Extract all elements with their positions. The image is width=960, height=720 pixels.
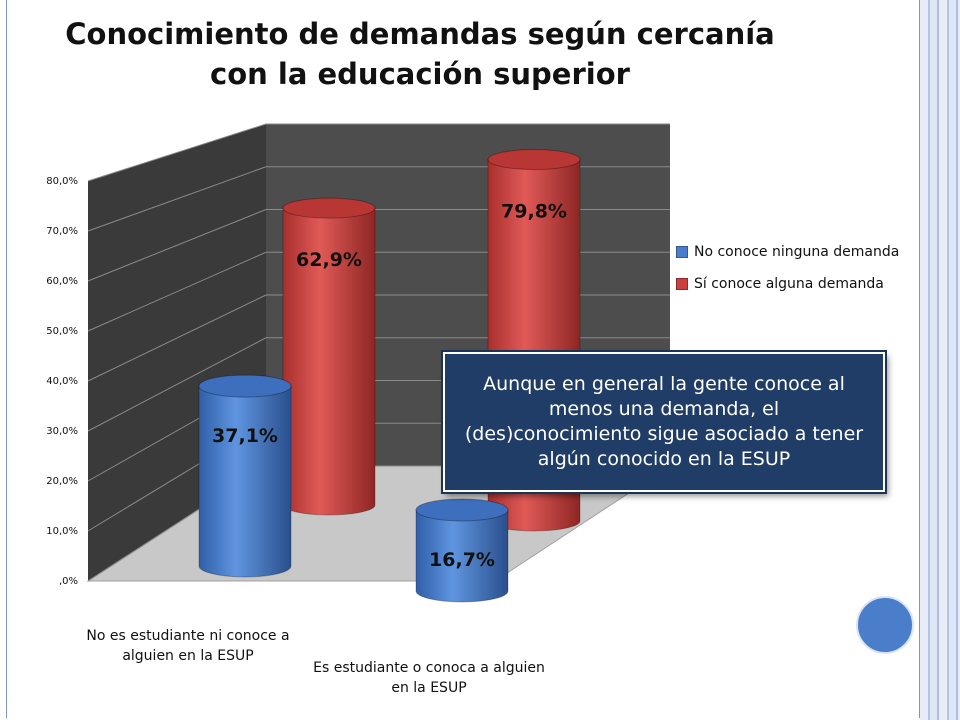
gridline-side (87, 123, 267, 182)
bar-si-conoce-1 (282, 197, 376, 516)
bar-body (198, 385, 292, 578)
value-label: 16,7% (429, 549, 495, 571)
x-category-label-2: Es estudiante o conoca a alguien en la E… (313, 660, 545, 696)
gridline-side (87, 251, 267, 332)
bar-top (415, 498, 509, 522)
y-tick-label: 80,0% (46, 176, 78, 187)
decorative-stripes (920, 0, 960, 720)
value-label: 62,9% (296, 249, 362, 271)
decorative-circle (856, 596, 914, 654)
y-tick-label: 40,0% (46, 376, 78, 387)
bar-top (487, 149, 581, 171)
bar-top (198, 374, 292, 398)
value-labels: 62,9% 79,8% 37,1% 16,7% (212, 201, 567, 571)
annotation-text: Aunque en general la gente conoce al men… (464, 373, 864, 470)
y-tick-label: 50,0% (46, 326, 78, 337)
y-tick-label: 20,0% (46, 476, 78, 487)
legend-label: Sí conoce alguna demanda (694, 276, 884, 292)
gridline-side (87, 337, 267, 432)
bar-no-conoce-1 (198, 374, 292, 578)
legend-swatch-red (676, 278, 688, 290)
y-axis-ticks: ,0% 10,0% 20,0% 30,0% 40,0% 50,0% 60,0% 70,0% 80… (46, 176, 78, 587)
x-category-label-1: No es estudiante ni conoce a alguien en … (86, 628, 290, 664)
chart-title: Conocimiento de demandas según cercanía … (65, 17, 775, 91)
value-label: 79,8% (501, 201, 567, 223)
y-tick-label: 60,0% (46, 276, 78, 287)
y-tick-label: 10,0% (46, 526, 78, 537)
bar-top (282, 197, 376, 219)
gridline-side (87, 209, 267, 282)
legend-label: No conoce ninguna demanda (694, 244, 900, 260)
bar-body (415, 509, 509, 603)
bar-no-conoce-2 (415, 498, 509, 603)
gridline-side (87, 294, 267, 382)
legend-item-no-conoce: No conoce ninguna demanda (676, 236, 899, 268)
annotation-callout: Aunque en general la gente conoce al men… (443, 352, 885, 492)
y-tick-label: 30,0% (46, 426, 78, 437)
gridline-side (87, 166, 267, 232)
value-label: 37,1% (212, 425, 278, 447)
legend-item-si-conoce: Sí conoce alguna demanda (676, 268, 899, 300)
legend-swatch-blue (676, 246, 688, 258)
y-tick-label: ,0% (59, 576, 78, 587)
legend: No conoce ninguna demanda Sí conoce algu… (676, 236, 899, 300)
y-tick-label: 70,0% (46, 226, 78, 237)
